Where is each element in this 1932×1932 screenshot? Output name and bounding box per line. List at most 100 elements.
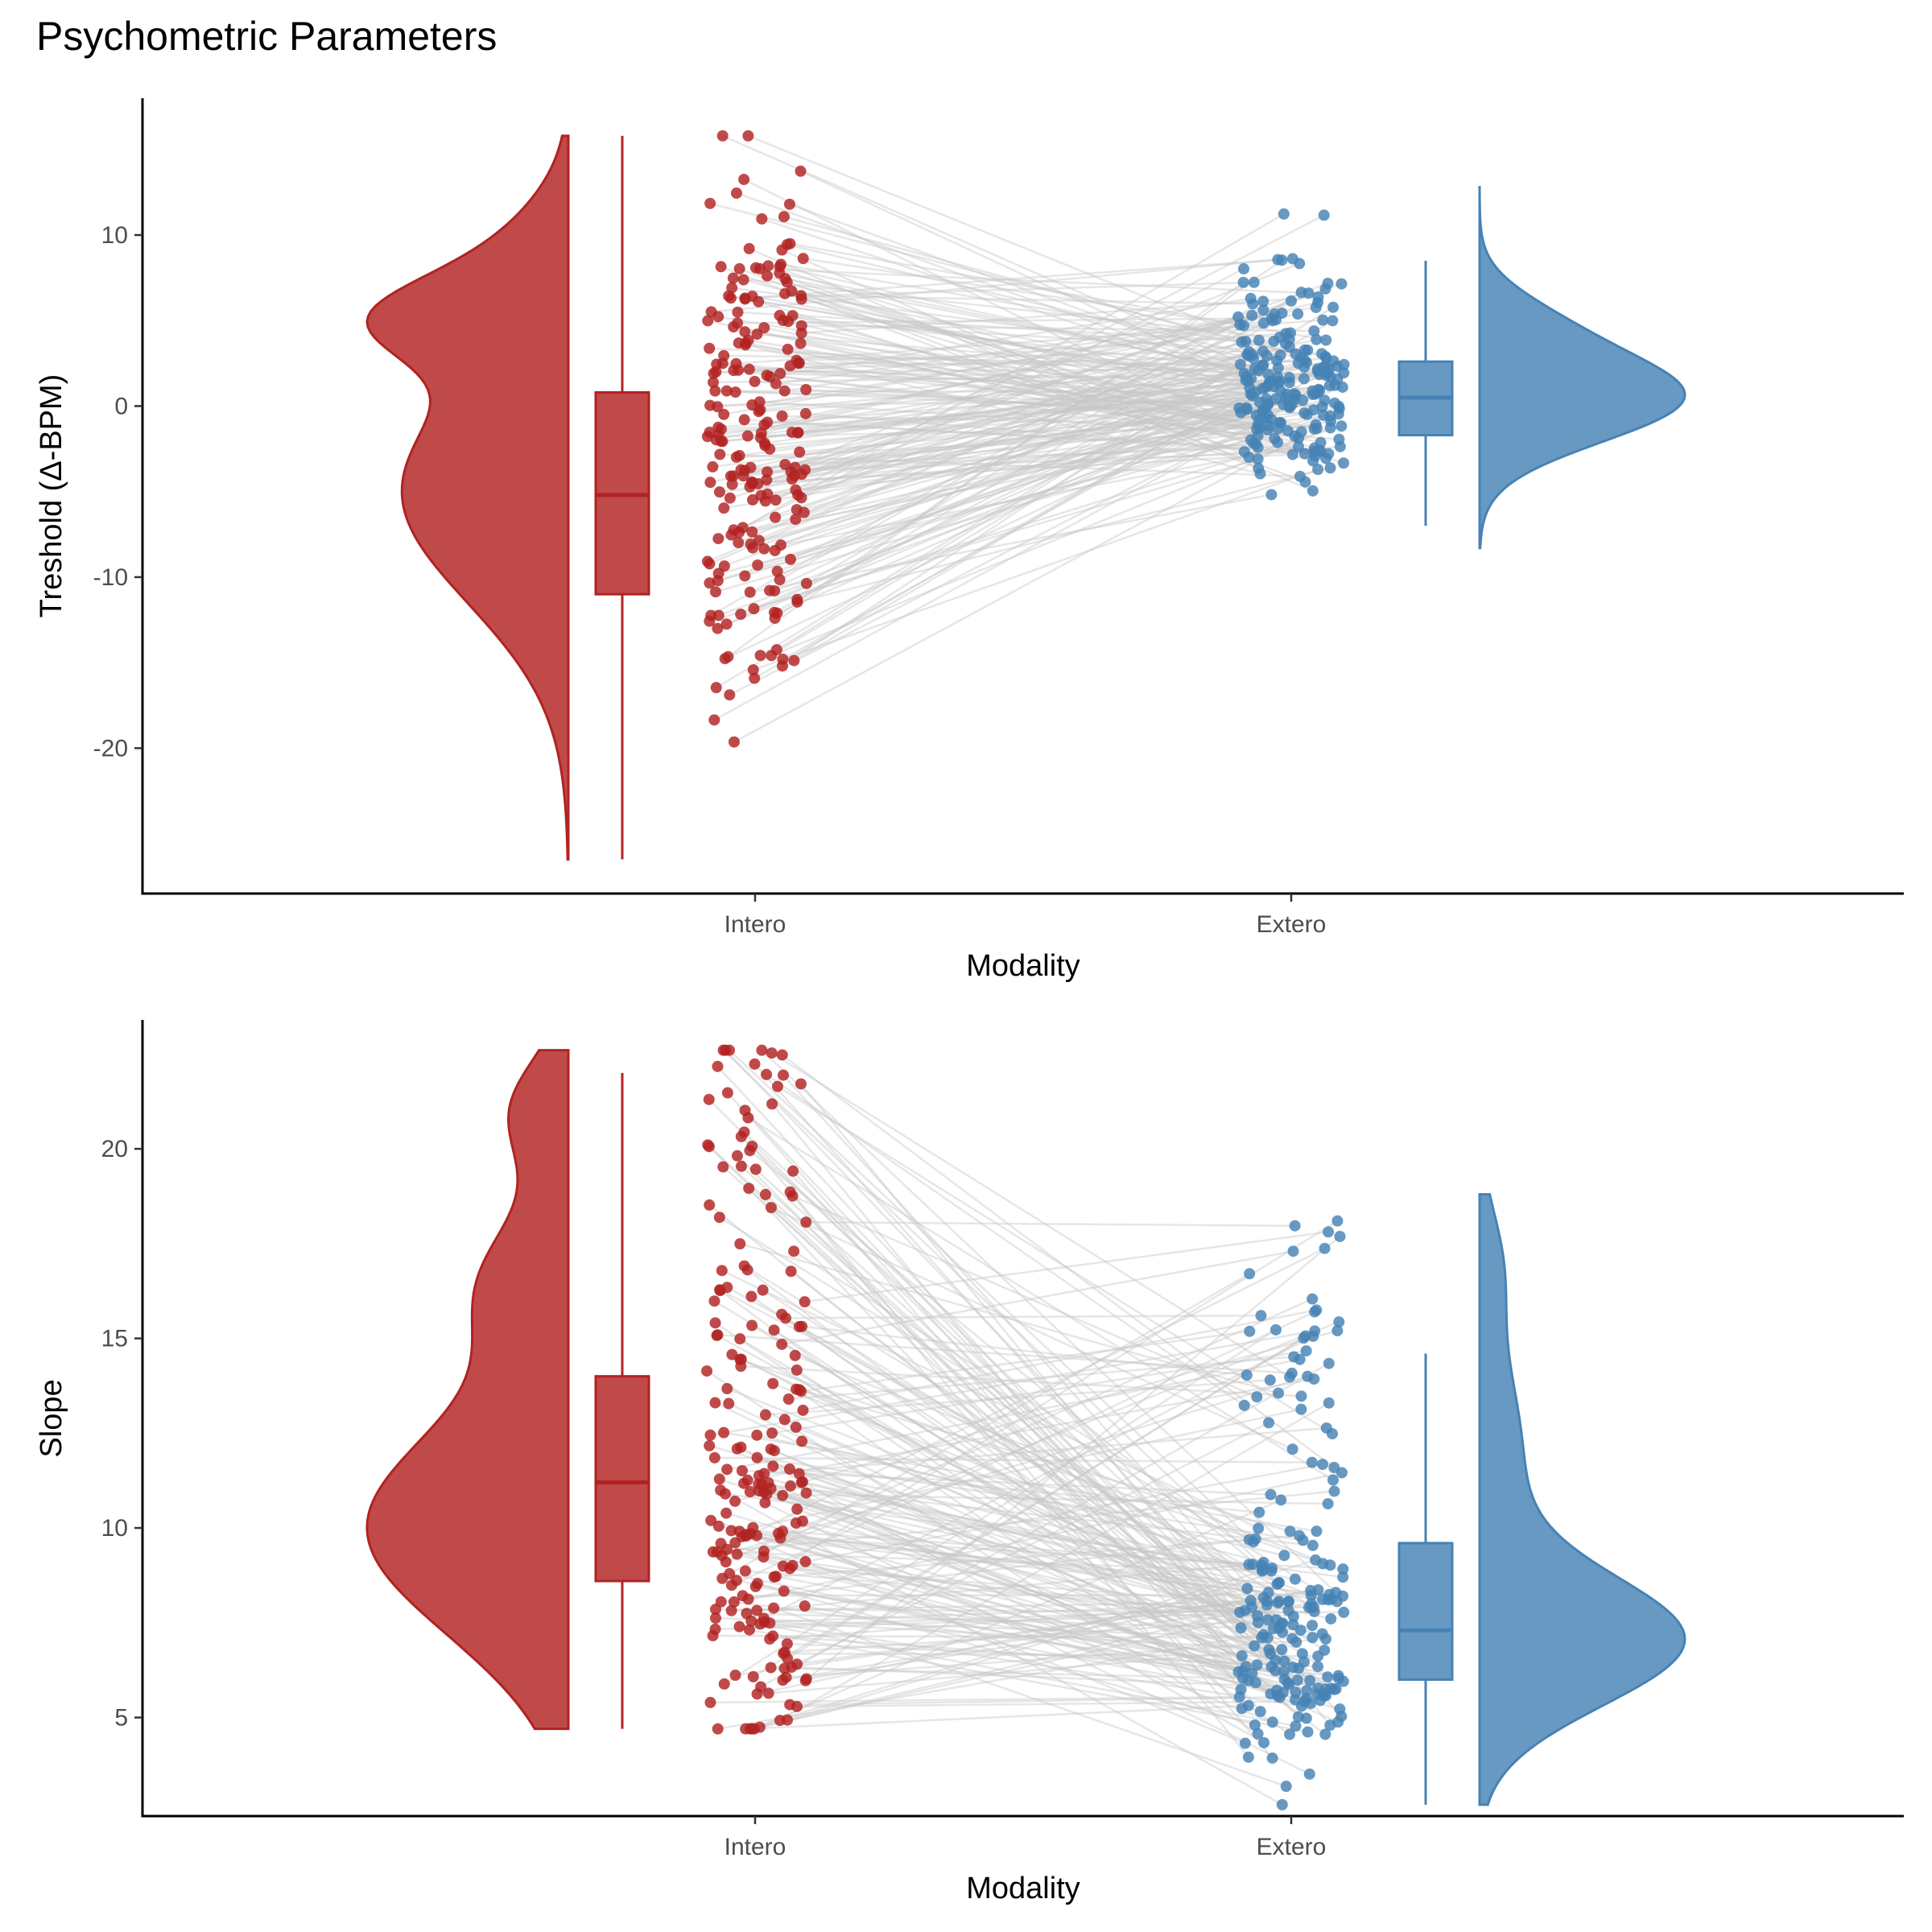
intero-point (790, 1421, 802, 1433)
paired-line (765, 1193, 1241, 1613)
paired-line (782, 385, 1274, 660)
extero-point (1241, 403, 1253, 415)
paired-line (805, 412, 1305, 455)
extero-point (1288, 1351, 1300, 1363)
threshold-panel: -20 -10 0 10 Intero Extero Modality Treshold… (35, 98, 1904, 983)
intero-point (749, 375, 761, 387)
paired-line (764, 1501, 1311, 1775)
paired-line (753, 1499, 1282, 1730)
paired-line (719, 1289, 1280, 1584)
paired-line (722, 134, 1314, 396)
intero-point (765, 1662, 777, 1674)
points-slope (701, 1044, 1350, 1810)
extero-point (1335, 278, 1348, 290)
paired-line (717, 1624, 1313, 1730)
extero-point (1278, 1655, 1290, 1667)
intero-point (783, 198, 795, 210)
paired-line (771, 1103, 1244, 1672)
extero-point (1261, 350, 1273, 362)
extero-point (1241, 1369, 1253, 1381)
paired-line (732, 287, 1326, 368)
paired-line (775, 306, 1316, 385)
paired-line (772, 1382, 1312, 1597)
extero-point (1307, 485, 1319, 497)
paired-line (749, 1490, 1277, 1621)
intero-point (711, 1546, 723, 1558)
intero-point (705, 1514, 717, 1526)
extero-point (1327, 355, 1340, 367)
paired-line (774, 1534, 1300, 1579)
paired-line (768, 1649, 1269, 1695)
intero-point (720, 1507, 733, 1519)
paired-line (805, 1463, 1323, 1563)
extero-point (1269, 1323, 1282, 1335)
paired-line (764, 326, 1278, 430)
paired-line (710, 357, 1254, 484)
intero-point (739, 292, 751, 304)
paired-line (719, 1478, 1272, 1668)
paired-line (715, 1610, 1315, 1631)
intero-point (735, 1160, 747, 1172)
paired-line (740, 1446, 1265, 1744)
extero-point (1302, 1601, 1315, 1613)
extero-point (1274, 349, 1286, 361)
paired-line (716, 1065, 1312, 1705)
paired-line (721, 1273, 1250, 1579)
paired-line (771, 1349, 1307, 1435)
paired-line (766, 450, 1321, 473)
intero-point (704, 342, 716, 354)
paired-line (724, 1049, 1329, 1678)
intero-point (778, 385, 791, 397)
extero-point (1244, 1325, 1256, 1337)
extero-point (1319, 1633, 1331, 1645)
paired-line (782, 415, 1269, 427)
intero-point (704, 1696, 716, 1708)
extero-point (1307, 455, 1319, 467)
intero-point (738, 1260, 750, 1272)
paired-line (795, 1521, 1340, 1680)
paired-line (797, 467, 1331, 604)
extero-point (1337, 457, 1349, 469)
paired-line (708, 320, 1327, 460)
paired-line (770, 1447, 1258, 1666)
extero-point (1307, 404, 1319, 416)
paired-line (737, 1154, 1299, 1718)
paired-line (718, 378, 1305, 428)
intero-point (766, 1427, 778, 1439)
intero-point (795, 327, 807, 339)
intero-point (774, 309, 786, 321)
extero-point (1299, 1330, 1311, 1342)
figure-title: Psychometric Parameters (36, 14, 497, 59)
paired-line (739, 375, 1331, 457)
paired-line (752, 386, 1266, 485)
intero-point (790, 484, 802, 496)
extero-point (1238, 320, 1250, 332)
intero-point (762, 416, 774, 428)
paired-line (759, 340, 1275, 657)
paired-line (764, 1601, 1278, 1624)
paired-line (737, 1553, 1340, 1711)
intero-point (714, 448, 726, 460)
intero-point (704, 1439, 716, 1451)
extero-point (1237, 276, 1249, 288)
paired-line (741, 1358, 1280, 1630)
intero-point (783, 1463, 795, 1475)
paired-line (710, 1330, 1315, 1436)
paired-line (780, 263, 1326, 358)
paired-line (720, 1538, 1256, 1604)
paired-line (745, 1704, 1249, 1730)
paired-line (724, 1492, 1344, 1579)
paired-line (791, 290, 1281, 392)
extero-point (1318, 1690, 1330, 1702)
x-axis-title-threshold: Modality (966, 949, 1080, 983)
intero-point (709, 1317, 721, 1329)
extero-point (1282, 425, 1294, 437)
paired-line (709, 347, 1245, 375)
extero-point (1251, 1659, 1263, 1671)
paired-line (760, 372, 1328, 440)
intero-point (758, 322, 770, 334)
extero-point (1243, 1558, 1255, 1571)
y-tick-label: 20 (101, 1136, 128, 1162)
intero-point (732, 306, 744, 318)
paired-line (777, 369, 1319, 572)
